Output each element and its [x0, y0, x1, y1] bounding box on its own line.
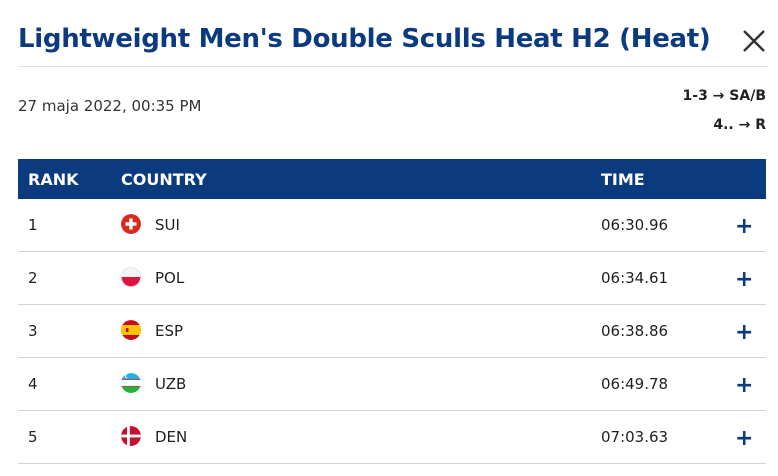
denmark-flag-icon — [121, 426, 141, 446]
progression-rule: 1-3 → SA/B — [682, 88, 766, 104]
country-code: DEN — [155, 428, 188, 446]
time-cell: 06:49.78 — [601, 375, 669, 393]
country-code: POL — [155, 269, 185, 287]
close-icon[interactable] — [740, 27, 768, 55]
table-row: 5 DEN 07:03.63 + — [18, 411, 766, 464]
column-header-country: COUNTRY — [121, 170, 207, 189]
progression-rules: 1-3 → SA/B 4.. → R — [683, 82, 766, 140]
expand-row-button[interactable]: + — [735, 214, 754, 239]
expand-row-button[interactable]: + — [735, 320, 754, 345]
poland-flag-icon — [121, 267, 141, 287]
time-cell: 07:03.63 — [601, 428, 669, 446]
country-code: UZB — [155, 375, 187, 393]
column-header-rank: RANK — [28, 170, 79, 189]
table-header: RANK COUNTRY TIME — [18, 159, 766, 199]
header-divider — [18, 66, 768, 67]
rank-cell: 2 — [28, 269, 38, 287]
rank-cell: 3 — [28, 322, 38, 340]
spain-flag-icon — [121, 320, 141, 340]
expand-row-button[interactable]: + — [735, 373, 754, 398]
rank-cell: 5 — [28, 428, 38, 446]
country-code: ESP — [155, 322, 184, 340]
progression-rule: 4.. → R — [713, 117, 766, 133]
results-table: RANK COUNTRY TIME 1 SUI 06:30.96 + 2 POL… — [18, 159, 766, 464]
time-cell: 06:38.86 — [601, 322, 669, 340]
table-row: 1 SUI 06:30.96 + — [18, 199, 766, 252]
page-title: Lightweight Men's Double Sculls Heat H2 … — [18, 24, 711, 54]
table-row: 3 ESP 06:38.86 + — [18, 305, 766, 358]
rank-cell: 4 — [28, 375, 38, 393]
time-cell: 06:34.61 — [601, 269, 669, 287]
race-datetime: 27 maja 2022, 00:35 PM — [18, 97, 202, 115]
rank-cell: 1 — [28, 216, 38, 234]
table-row: 4 UZB 06:49.78 + — [18, 358, 766, 411]
expand-row-button[interactable]: + — [735, 426, 754, 451]
switzerland-flag-icon — [121, 214, 141, 234]
expand-row-button[interactable]: + — [735, 267, 754, 292]
table-row: 2 POL 06:34.61 + — [18, 252, 766, 305]
country-code: SUI — [155, 216, 180, 234]
column-header-time: TIME — [601, 170, 645, 189]
time-cell: 06:30.96 — [601, 216, 669, 234]
uzbekistan-flag-icon — [121, 373, 141, 393]
